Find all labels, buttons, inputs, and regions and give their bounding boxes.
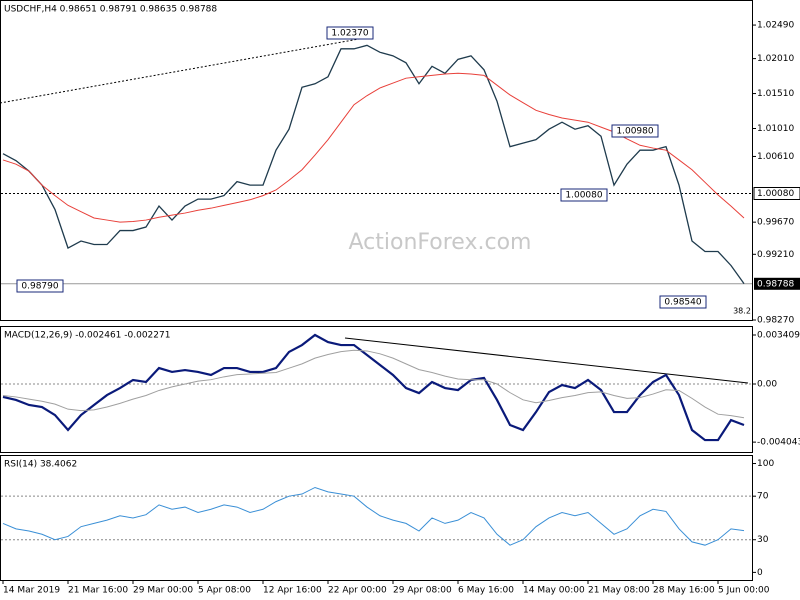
annotation: 1.00980 [616, 127, 653, 137]
y-tick-label: 30 [757, 535, 769, 545]
annotation-box [611, 124, 659, 138]
annotation: 0.98540 [664, 298, 701, 308]
price-title: USDCHF,H4 0.98651 0.98791 0.98635 0.9878… [4, 5, 217, 15]
annotation-box [16, 279, 64, 293]
y-tick-label: -0.004043 [757, 438, 800, 448]
x-tick-label: 28 May 16:00 [653, 586, 715, 596]
y-tick-label: 0 [757, 568, 763, 578]
y-tick-label: 1.00610 [757, 152, 794, 162]
series-line [2, 44, 745, 285]
x-tick-label: 14 May 00:00 [523, 586, 585, 596]
annotation: 1.02370 [331, 29, 368, 39]
series-line [2, 333, 745, 442]
rsi-title: RSI(14) 38.4062 [4, 460, 77, 470]
x-tick-label: 5 Jun 00:00 [718, 586, 770, 596]
y-tick-label: 70 [757, 492, 769, 502]
x-tick-label: 22 Apr 00:00 [328, 586, 387, 596]
y-tick-label: 1.02490 [757, 21, 794, 31]
annotation: 0.98790 [21, 282, 58, 292]
watermark: ActionForex.com [349, 230, 532, 255]
x-tick-label: 21 Mar 16:00 [68, 586, 128, 596]
y-tick-label: 0.99670 [757, 218, 794, 228]
trend-line [344, 337, 749, 384]
x-tick-label: 29 Mar 00:00 [133, 586, 193, 596]
annotation: 1.00080 [565, 191, 602, 201]
x-tick-label: 6 May 16:00 [458, 586, 514, 596]
annotation-box [659, 295, 707, 309]
x-tick-label: 5 Apr 08:00 [198, 586, 251, 596]
y-tick-label: 0.003409 [757, 331, 800, 341]
last-price-box [754, 277, 800, 290]
price-panel [0, 0, 753, 321]
x-tick-label: 12 Apr 16:00 [263, 586, 322, 596]
annotation-box [326, 26, 374, 40]
y-tick-label: 1.01010 [757, 124, 794, 134]
level-label-box [753, 186, 800, 200]
macd-panel [0, 326, 753, 453]
last-price-label: 0.98788 [757, 279, 794, 289]
y-tick-label: 1.02010 [757, 54, 794, 64]
y-tick-label: 0.99210 [757, 250, 794, 260]
y-tick-label: 100 [757, 459, 774, 469]
trend-line [0, 36, 371, 104]
series-line [2, 486, 745, 546]
x-tick-label: 29 Apr 08:00 [393, 586, 452, 596]
rsi-panel [0, 455, 753, 581]
y-tick-label: 0.00 [757, 380, 777, 390]
y-tick-label: 0.98270 [757, 316, 794, 326]
x-tick-label: 21 May 08:00 [588, 586, 650, 596]
level-label: 1.00080 [757, 189, 794, 199]
y-tick-label: 1.01510 [757, 89, 794, 99]
annotation: 38.2 [733, 307, 751, 316]
x-tick-label: 14 Mar 2019 [3, 586, 60, 596]
annotation-box [560, 188, 608, 202]
macd-title: MACD(12,26,9) -0.002461 -0.002271 [4, 331, 170, 341]
series-line [2, 349, 745, 419]
